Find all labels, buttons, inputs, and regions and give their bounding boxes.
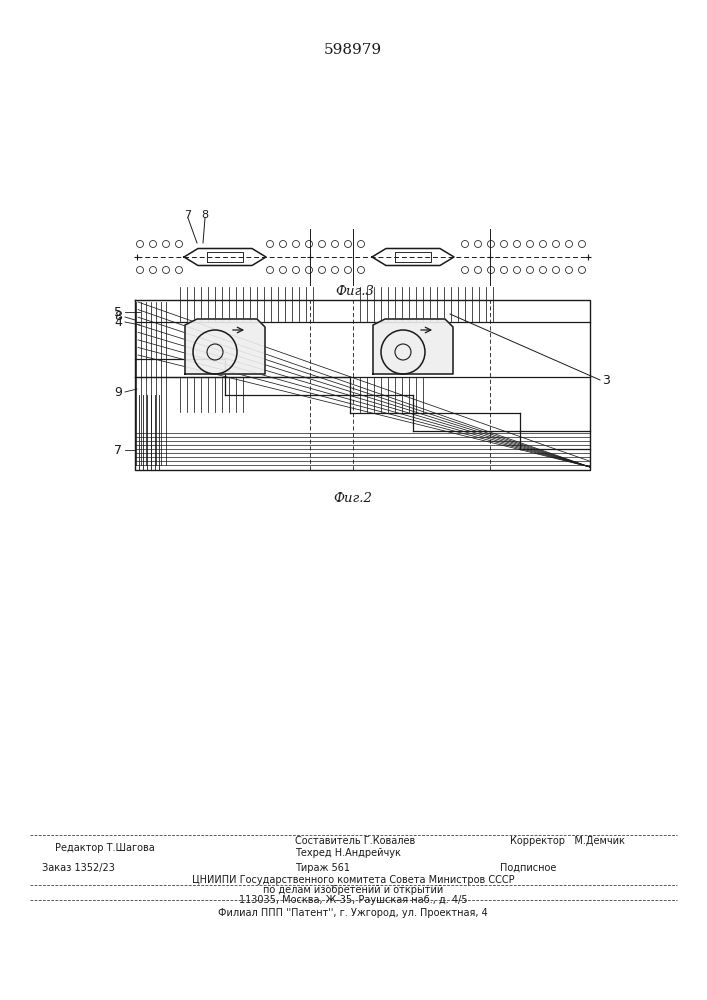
Text: 8: 8 bbox=[114, 310, 122, 324]
Text: 7: 7 bbox=[114, 444, 122, 456]
Text: 5: 5 bbox=[114, 306, 122, 318]
Text: Техред Н.Андрейчук: Техред Н.Андрейчук bbox=[295, 848, 401, 858]
Text: 4: 4 bbox=[114, 316, 122, 328]
Text: 3: 3 bbox=[602, 373, 610, 386]
Polygon shape bbox=[373, 319, 453, 374]
Text: 113035, Москва, Ж-35, Раушская наб., д. 4/5: 113035, Москва, Ж-35, Раушская наб., д. … bbox=[239, 895, 467, 905]
Text: 9: 9 bbox=[114, 385, 122, 398]
Text: Фиг.3: Фиг.3 bbox=[336, 285, 375, 298]
Text: Заказ 1352/23: Заказ 1352/23 bbox=[42, 863, 115, 873]
Text: 7: 7 bbox=[185, 210, 192, 220]
Text: ЦНИИПИ Государственного комитета Совета Министров СССР: ЦНИИПИ Государственного комитета Совета … bbox=[192, 875, 514, 885]
Text: 598979: 598979 bbox=[324, 43, 382, 57]
Text: Тираж 561: Тираж 561 bbox=[295, 863, 350, 873]
Text: Подписное: Подписное bbox=[500, 863, 556, 873]
Text: Корректор   М.Демчик: Корректор М.Демчик bbox=[510, 836, 625, 846]
Text: Составитель Г.Ковалев: Составитель Г.Ковалев bbox=[295, 836, 415, 846]
Text: Фиг.2: Фиг.2 bbox=[334, 492, 373, 505]
Text: Филиал ППП ''Патент'', г. Ужгород, ул. Проектная, 4: Филиал ППП ''Патент'', г. Ужгород, ул. П… bbox=[218, 908, 488, 918]
Text: Редактор Т.Шагова: Редактор Т.Шагова bbox=[55, 843, 155, 853]
Polygon shape bbox=[185, 319, 265, 374]
Text: по делам изобретений и открытий: по делам изобретений и открытий bbox=[263, 885, 443, 895]
Text: 8: 8 bbox=[201, 210, 209, 220]
